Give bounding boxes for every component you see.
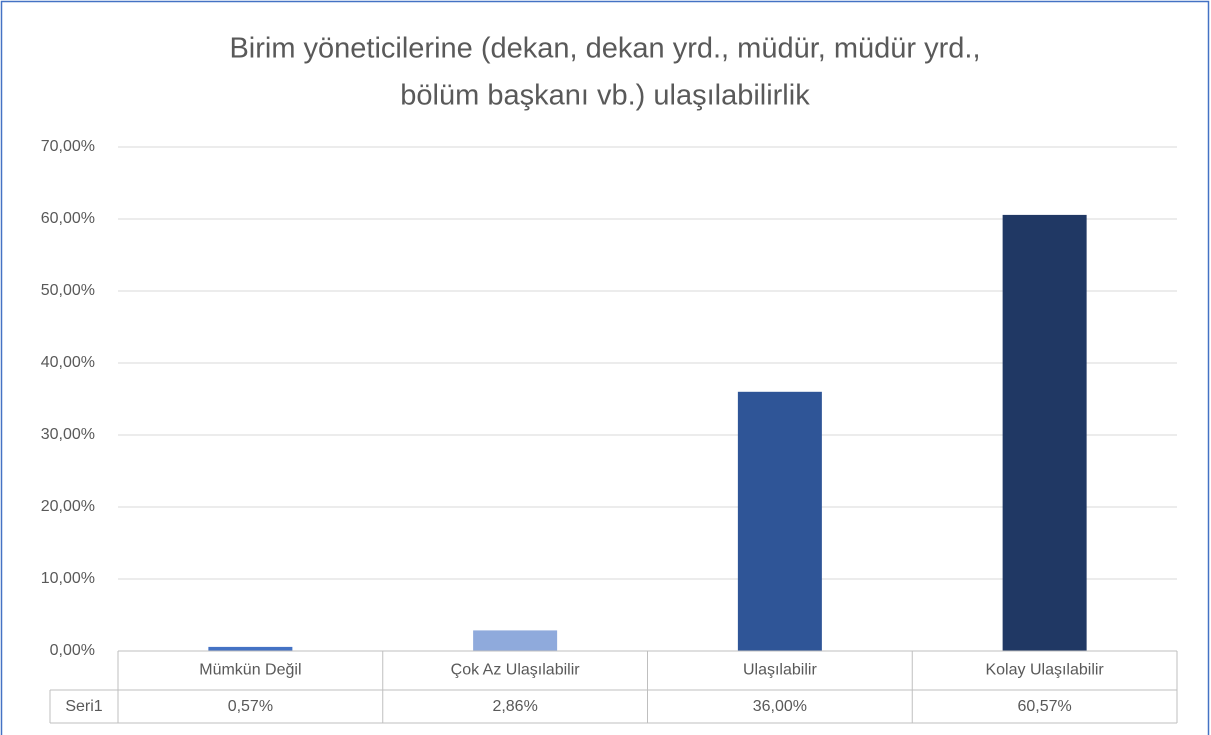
y-tick-label: 60,00% [41,210,95,227]
bar [473,630,558,651]
bar [1002,214,1087,651]
series-name: Seri1 [65,698,102,715]
x-tick-label: Ulaşılabilir [743,662,817,679]
y-tick-label: 20,00% [41,498,95,515]
chart-title: Birim yöneticilerine (dekan, dekan yrd.,… [229,33,980,65]
table-value: 36,00% [753,698,807,715]
y-tick-label: 30,00% [41,426,95,443]
table-value: 0,57% [228,698,273,715]
y-tick-label: 50,00% [41,282,95,299]
x-tick-label: Mümkün Değil [199,662,301,679]
y-tick-label: 70,00% [41,138,95,155]
x-tick-label: Kolay Ulaşılabilir [985,662,1104,679]
y-tick-label: 0,00% [50,642,95,659]
x-tick-label: Çok Az Ulaşılabilir [451,662,581,679]
bar [208,646,293,651]
y-tick-label: 10,00% [41,570,95,587]
table-value: 60,57% [1017,698,1071,715]
y-tick-label: 40,00% [41,354,95,371]
bar [737,391,822,651]
chart-title: bölüm başkanı vb.) ulaşılabilirlik [400,80,810,112]
table-value: 2,86% [492,698,537,715]
